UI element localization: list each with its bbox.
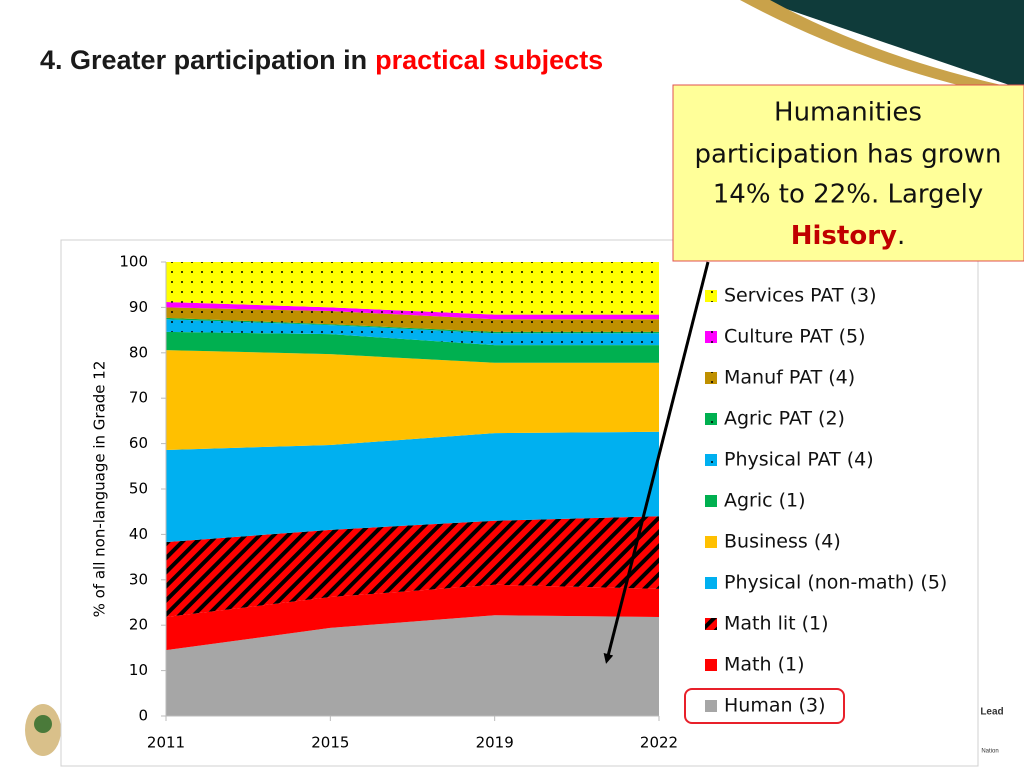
legend-label: Math (1) xyxy=(724,654,804,676)
area xyxy=(166,331,659,363)
callout-arrow xyxy=(603,261,710,664)
area xyxy=(166,301,659,320)
y-tick-label: 0 xyxy=(138,707,148,725)
legend-label: Physical PAT (4) xyxy=(724,449,874,471)
y-tick-label: 20 xyxy=(129,616,148,634)
y-tick-label: 50 xyxy=(129,480,148,498)
callout-line: Humanities xyxy=(774,98,922,128)
callout-line: 14% to 22%. Largely xyxy=(713,180,984,210)
y-tick-label: 40 xyxy=(129,525,148,543)
legend-swatch xyxy=(705,700,717,712)
legend-swatch xyxy=(705,331,717,343)
y-tick-label: 80 xyxy=(129,343,148,361)
slide-title: 4. Greater participation in practical sub… xyxy=(40,45,603,75)
corner-stripe xyxy=(740,0,1024,100)
legend-label: Business (4) xyxy=(724,531,841,553)
y-tick-label: 60 xyxy=(129,434,148,452)
legend-swatch xyxy=(705,495,717,507)
legend-label: Agric PAT (2) xyxy=(724,408,845,430)
callout-end: . xyxy=(897,221,905,251)
legend-swatch xyxy=(705,659,717,671)
area xyxy=(166,431,659,543)
logo-word: Lead xyxy=(980,707,1003,718)
legend-swatch xyxy=(705,372,717,384)
area xyxy=(166,516,659,618)
y-axis-label: % of all non-language in Grade 12 xyxy=(91,361,109,618)
legend-swatch xyxy=(705,536,717,548)
legend-highlight xyxy=(684,688,845,724)
title-highlight: practical subjects xyxy=(375,45,603,75)
legend-label: Agric (1) xyxy=(724,490,806,512)
y-tick-label: 30 xyxy=(129,570,148,588)
y-tick-label: 90 xyxy=(129,298,148,316)
callout-emphasis: History xyxy=(791,221,897,251)
x-tick-label: 2022 xyxy=(640,734,678,752)
coat-of-arms xyxy=(25,704,61,756)
legend-swatch xyxy=(705,454,717,466)
callout-line: History. xyxy=(791,221,905,251)
legend-swatch xyxy=(705,577,717,589)
legend-swatch xyxy=(705,290,717,302)
area xyxy=(166,584,659,651)
logo-sub: Nation xyxy=(981,749,998,755)
legend-swatch xyxy=(705,618,717,630)
callout-box xyxy=(672,84,1024,262)
plot: 0 10 20 30 40 50 60 70 80 90 100 2011 2015 2019 2022 Hu… xyxy=(119,253,947,752)
area xyxy=(166,319,659,346)
area xyxy=(166,262,659,315)
callout-line: participation has grown xyxy=(694,140,1001,170)
legend-label: Manuf PAT (4) xyxy=(724,367,855,389)
area xyxy=(166,307,659,332)
area xyxy=(166,615,659,716)
x-tick-label: 2011 xyxy=(147,734,185,752)
y-tick-label: 100 xyxy=(119,253,148,271)
corner-band xyxy=(760,0,1024,90)
legend-label: Math lit (1) xyxy=(724,613,829,635)
legend-label: Services PAT (3) xyxy=(724,285,876,307)
x-tick-label: 2019 xyxy=(476,734,514,752)
x-tick-label: 2015 xyxy=(311,734,349,752)
y-tick-label: 70 xyxy=(129,389,148,407)
title-prefix: 4. Greater participation in xyxy=(40,45,367,75)
y-tick-label: 10 xyxy=(129,661,148,679)
callout-text: Humanities participation has grown 14% to … xyxy=(694,98,1001,251)
legend-label: Culture PAT (5) xyxy=(724,326,866,348)
area xyxy=(166,350,659,450)
legend-swatch xyxy=(705,413,717,425)
legend-label: Human (3) xyxy=(724,695,825,717)
legend-label: Physical (non-math) (5) xyxy=(724,572,947,594)
